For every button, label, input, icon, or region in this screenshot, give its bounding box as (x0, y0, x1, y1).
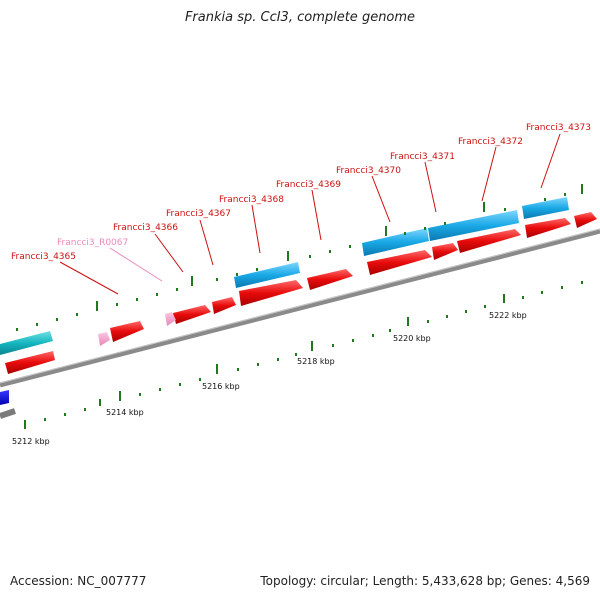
gene-labels: Francci3_4365 Francci3_R0067 Francci3_43… (11, 123, 591, 262)
gene-label: Francci3_4373 (526, 123, 591, 133)
tick-label: 5212 kbp (12, 437, 50, 446)
gene-label: Francci3_4369 (276, 180, 341, 190)
gene-label: Francci3_4368 (219, 195, 284, 205)
cds-red (212, 297, 236, 314)
reverse-strand-genes (5, 212, 597, 374)
gene-label: Francci3_4367 (166, 209, 231, 219)
map-title: Frankia sp. CcI3, complete genome (184, 10, 416, 25)
gene-label: Francci3_4366 (113, 223, 178, 233)
gene-label: Francci3_4372 (458, 137, 523, 147)
gene-label: Francci3_4371 (390, 152, 455, 162)
cds-red (173, 305, 211, 324)
gene-label: Francci3_4370 (336, 166, 401, 176)
tick-label: 5222 kbp (489, 311, 527, 320)
accession-text: Accession: NC_007777 (10, 574, 147, 588)
genome-summary-text: Topology: circular; Length: 5,433,628 bp… (260, 574, 590, 588)
backbone (0, 228, 600, 388)
tick-labels: 5212 kbp 5214 kbp 5216 kbp 5218 kbp 5220… (12, 311, 527, 446)
gene-label: Francci3_4365 (11, 252, 76, 262)
cds-forward (234, 262, 300, 288)
cds-forward (428, 210, 519, 241)
cds-forward (522, 197, 569, 219)
upper-tick-row (16, 184, 583, 331)
cds-red (110, 321, 144, 342)
backbone-highlight (0, 228, 600, 384)
tick-label: 5214 kbp (106, 408, 144, 417)
gene-label-rna: Francci3_R0067 (57, 238, 128, 248)
rna-genes (98, 312, 176, 346)
cds-red (307, 269, 353, 290)
cds-red (367, 250, 432, 275)
feature-dark-blue (0, 390, 9, 405)
cds-red (574, 212, 597, 228)
cds-red (525, 218, 571, 238)
forward-strand-genes (0, 197, 569, 355)
tick-label: 5218 kbp (297, 357, 335, 366)
rna-feature (98, 332, 110, 346)
backbone-segment-lower (0, 408, 16, 419)
cds-red (457, 229, 521, 253)
tick-label: 5220 kbp (393, 334, 431, 343)
lower-tick-row (24, 281, 583, 429)
label-leader-lines (59, 133, 561, 295)
cds-forward (362, 228, 429, 256)
cds-red (5, 351, 55, 374)
rna-feature (165, 312, 176, 326)
cds-red (432, 243, 458, 260)
cds-red (239, 280, 303, 306)
tick-label: 5216 kbp (202, 382, 240, 391)
cds-forward (0, 331, 53, 355)
